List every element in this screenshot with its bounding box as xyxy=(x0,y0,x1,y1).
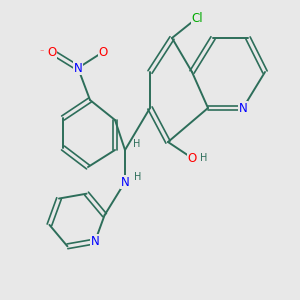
Text: N: N xyxy=(121,176,129,188)
Text: ⁻: ⁻ xyxy=(40,47,44,56)
Text: O: O xyxy=(98,46,108,59)
Text: H: H xyxy=(200,153,208,163)
Text: N: N xyxy=(91,235,99,248)
Text: O: O xyxy=(47,46,57,59)
Text: O: O xyxy=(188,152,196,164)
Text: N: N xyxy=(238,101,247,115)
Text: Cl: Cl xyxy=(191,11,203,25)
Text: H: H xyxy=(133,139,141,149)
Text: H: H xyxy=(134,172,142,182)
Text: N: N xyxy=(74,61,82,74)
